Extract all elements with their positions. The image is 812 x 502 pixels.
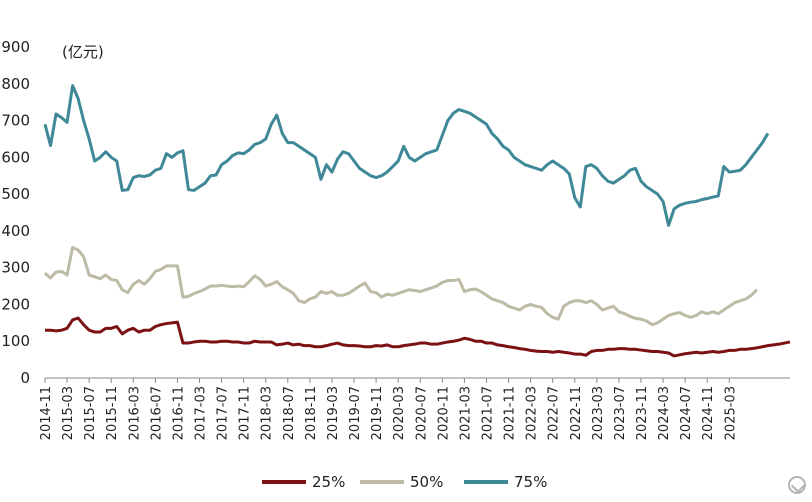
x-tick-label: 2024-03 <box>657 386 672 440</box>
watermark <box>788 476 806 494</box>
x-tick-label: 2020-11 <box>436 386 451 440</box>
x-tick-label: 2024-11 <box>701 386 716 440</box>
series-line-50pct <box>44 245 758 327</box>
x-tick-label: 2019-03 <box>326 386 341 440</box>
x-tick-label: 2021-07 <box>480 386 495 440</box>
y-tick-label: 200 <box>1 295 30 313</box>
x-tick-label: 2015-07 <box>83 386 98 440</box>
x-axis: 2014-11 2015-03 2015-07 2015-11 2016-03 2016-… <box>39 377 790 440</box>
x-tick-label: 2023-07 <box>613 386 628 440</box>
legend: 25% 50% 75% <box>262 473 547 491</box>
x-tick-label: 2015-11 <box>105 386 120 440</box>
x-tick-label: 2022-03 <box>525 386 540 440</box>
x-tick-label: 2016-03 <box>127 386 142 440</box>
x-tick-label: 2019-07 <box>348 386 363 440</box>
x-tick-label: 2019-11 <box>370 386 385 440</box>
y-tick-label: 900 <box>1 38 30 56</box>
x-tick-label: 2020-03 <box>392 386 407 440</box>
x-tick-label: 2016-11 <box>171 386 186 440</box>
legend-label: 25% <box>312 473 345 491</box>
x-tick-label: 2023-11 <box>635 386 650 440</box>
legend-label: 50% <box>410 473 443 491</box>
y-unit-label: (亿元) <box>62 43 104 61</box>
x-tick-label: 2014-11 <box>39 386 54 440</box>
legend-label: 75% <box>514 473 547 491</box>
x-tick-label: 2015-03 <box>61 386 76 440</box>
x-tick-label: 2021-03 <box>458 386 473 440</box>
x-tick-label: 2017-03 <box>194 386 209 440</box>
watermark-logo-icon <box>788 476 806 494</box>
y-tick-label: 600 <box>1 148 30 166</box>
y-tick-label: 800 <box>1 75 30 93</box>
x-tick-label: 2018-07 <box>282 386 297 440</box>
x-tick-label: 2018-11 <box>304 386 319 440</box>
y-tick-label: 400 <box>1 222 30 240</box>
x-tick-label: 2022-07 <box>547 386 562 440</box>
x-tick-label: 2017-07 <box>216 386 231 440</box>
y-tick-label: 700 <box>1 112 30 130</box>
x-tick-label: 2023-03 <box>591 386 606 440</box>
y-axis: 0 100 200 300 400 500 600 700 800 900 <box>1 38 30 387</box>
y-tick-label: 500 <box>1 185 30 203</box>
x-tick-label: 2020-07 <box>414 386 429 440</box>
x-tick-label: 2022-11 <box>569 386 584 440</box>
x-tick-label: 2025-03 <box>723 386 738 440</box>
y-tick-label: 0 <box>20 369 30 387</box>
x-tick-label: 2021-11 <box>503 386 518 440</box>
x-tick-label: 2024-07 <box>679 386 694 440</box>
series-line-25pct <box>45 316 791 358</box>
x-tick-label: 2018-03 <box>260 386 275 440</box>
x-tick-label: 2016-07 <box>149 386 164 440</box>
y-tick-label: 300 <box>1 259 30 277</box>
x-tick-label: 2017-11 <box>238 386 253 440</box>
series-line-75pct <box>43 84 770 227</box>
y-tick-label: 100 <box>1 332 30 350</box>
series-layer <box>43 84 791 358</box>
